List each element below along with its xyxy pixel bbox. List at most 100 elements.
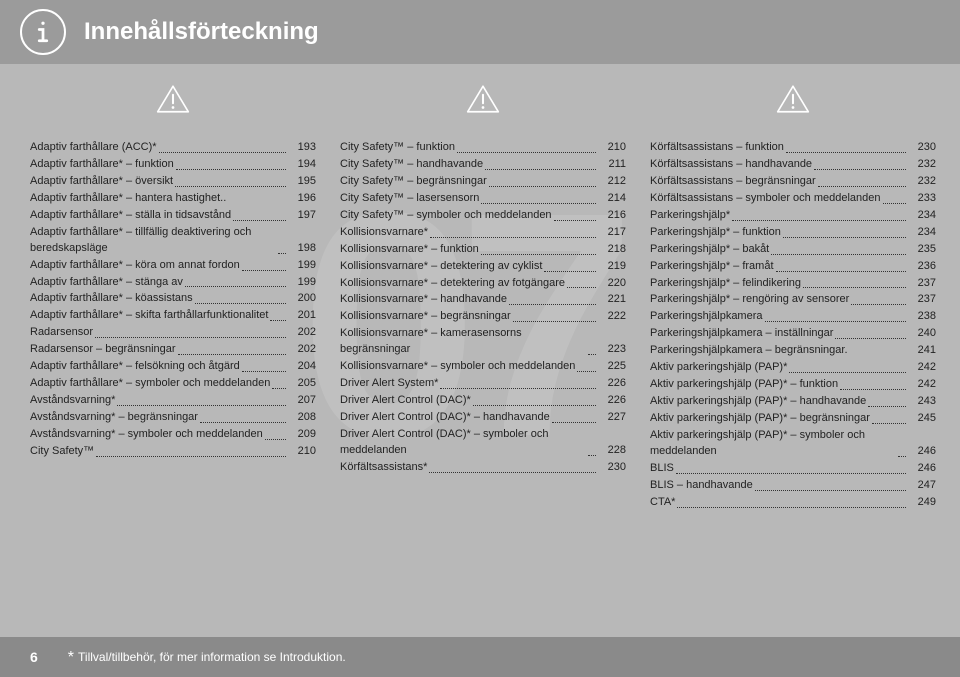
toc-entry[interactable]: Kollisionsvarnare* – detektering av fotg…: [340, 276, 626, 292]
toc-entry[interactable]: Kollisionsvarnare*217: [340, 225, 626, 241]
toc-entry[interactable]: Körfältsassistans – handhavande232: [650, 157, 936, 173]
toc-leader-dots: [840, 389, 906, 390]
toc-entry[interactable]: Adaptiv farthållare* – tillfällig deakti…: [30, 225, 316, 257]
toc-entry-page: 221: [598, 292, 626, 308]
toc-entry-page: 230: [908, 140, 936, 156]
toc-entry[interactable]: Parkeringshjälp* – felindikering237: [650, 276, 936, 292]
toc-entry-page: 202: [288, 342, 316, 358]
toc-entry[interactable]: Kollisionsvarnare* – symboler och meddel…: [340, 359, 626, 375]
toc-entry[interactable]: CTA*249: [650, 495, 936, 511]
toc-entry[interactable]: City Safety™ – lasersensorn214: [340, 191, 626, 207]
toc-entry[interactable]: Avståndsvarning* – symboler och meddelan…: [30, 427, 316, 443]
toc-entry[interactable]: Avståndsvarning* – begränsningar208: [30, 410, 316, 426]
toc-entry-label: Radarsensor – begränsningar: [30, 342, 176, 358]
toc-leader-dots: [481, 254, 596, 255]
toc-entry[interactable]: Adaptiv farthållare* – felsökning och åt…: [30, 359, 316, 375]
toc-leader-dots: [818, 186, 906, 187]
toc-entry[interactable]: Parkeringshjälp* – framåt236: [650, 259, 936, 275]
toc-leader-dots: [457, 152, 596, 153]
toc-entry[interactable]: City Safety™ – handhavande211: [340, 157, 626, 173]
toc-entry-page: 245: [908, 411, 936, 427]
toc-leader-dots: [776, 271, 906, 272]
toc-entry[interactable]: City Safety™ – funktion210: [340, 140, 626, 156]
toc-entry[interactable]: Aktiv parkeringshjälp (PAP)*242: [650, 360, 936, 376]
toc-entry[interactable]: Adaptiv farthållare (ACC)*193: [30, 140, 316, 156]
toc-entry-page: 238: [908, 309, 936, 325]
toc-entry-page: 235: [908, 242, 936, 258]
toc-entry[interactable]: Aktiv parkeringshjälp (PAP)* – symboler …: [650, 428, 936, 460]
toc-entry[interactable]: Adaptiv farthållare* – funktion194: [30, 157, 316, 173]
toc-entry[interactable]: Körfältsassistans – funktion230: [650, 140, 936, 156]
toc-entry-page: 199: [288, 275, 316, 291]
toc-entry-label: Aktiv parkeringshjälp (PAP)* – funktion: [650, 377, 838, 393]
toc-entry-label: Aktiv parkeringshjälp (PAP)* – begränsni…: [650, 411, 870, 427]
toc-leader-dots: [429, 472, 596, 473]
toc-entry-label: Driver Alert Control (DAC)* – symboler o…: [340, 427, 586, 459]
toc-column-3: Körfältsassistans – funktion230Körfältsa…: [650, 86, 936, 625]
toc-entry-label: BLIS – handhavande: [650, 478, 753, 494]
toc-entry[interactable]: Kollisionsvarnare* – handhavande221: [340, 292, 626, 308]
toc-entry-page: 212: [598, 174, 626, 190]
toc-entry[interactable]: Körfältsassistans – symboler och meddela…: [650, 191, 936, 207]
toc-entry-page: 241: [908, 343, 936, 359]
toc-entry-label: Radarsensor: [30, 325, 93, 341]
toc-entry[interactable]: Parkeringshjälp* – rengöring av sensorer…: [650, 292, 936, 308]
toc-entry[interactable]: Radarsensor – begränsningar 202: [30, 342, 316, 358]
toc-entry[interactable]: Adaptiv farthållare* – symboler och medd…: [30, 376, 316, 392]
toc-entry[interactable]: Driver Alert Control (DAC)* – symboler o…: [340, 427, 626, 459]
toc-entry-page: 198: [288, 241, 316, 257]
toc-leader-dots: [567, 287, 596, 288]
toc-leader-dots: [233, 220, 286, 221]
toc-leader-dots: [96, 456, 286, 457]
toc-entry-label: Avståndsvarning*: [30, 393, 115, 409]
toc-leader-dots: [552, 422, 596, 423]
toc-entry[interactable]: Kollisionsvarnare* – begränsningar222: [340, 309, 626, 325]
toc-entry-label: Adaptiv farthållare* – översikt: [30, 174, 173, 190]
page-header: Innehållsförteckning: [0, 0, 960, 64]
toc-entry[interactable]: Adaptiv farthållare* – köra om annat for…: [30, 258, 316, 274]
toc-entry[interactable]: Adaptiv farthållare* – köassistans200: [30, 291, 316, 307]
toc-entry-page: 246: [908, 461, 936, 477]
toc-entry[interactable]: Kollisionsvarnare* – kamerasensorns begr…: [340, 326, 626, 358]
toc-entry-label: Kollisionsvarnare*: [340, 225, 428, 241]
toc-entry[interactable]: Adaptiv farthållare* – skifta farthållar…: [30, 308, 316, 324]
toc-entry[interactable]: Aktiv parkeringshjälp (PAP)* – funktion2…: [650, 377, 936, 393]
toc-entry[interactable]: Parkeringshjälp* – bakåt235: [650, 242, 936, 258]
toc-entry-label: Driver Alert Control (DAC)* – handhavand…: [340, 410, 550, 426]
toc-entry[interactable]: City Safety™ – symboler och meddelanden2…: [340, 208, 626, 224]
toc-entry-label: Parkeringshjälp* – felindikering: [650, 276, 801, 292]
toc-entry[interactable]: Radarsensor202: [30, 325, 316, 341]
toc-entry[interactable]: Adaptiv farthållare* – ställa in tidsavs…: [30, 208, 316, 224]
toc-entry-page: 246: [908, 444, 936, 460]
toc-entry[interactable]: Aktiv parkeringshjälp (PAP)* – begränsni…: [650, 411, 936, 427]
toc-entry[interactable]: BLIS – handhavande247: [650, 478, 936, 494]
toc-entry-page: 218: [598, 242, 626, 258]
page-number: 6: [30, 649, 38, 665]
toc-leader-dots: [242, 371, 286, 372]
toc-entry[interactable]: Aktiv parkeringshjälp (PAP)* – handhavan…: [650, 394, 936, 410]
toc-entry[interactable]: Parkeringshjälp* – funktion234: [650, 225, 936, 241]
toc-entry[interactable]: Driver Alert Control (DAC)* – handhavand…: [340, 410, 626, 426]
toc-entry[interactable]: BLIS246: [650, 461, 936, 477]
toc-entry[interactable]: City Safety™210: [30, 444, 316, 460]
toc-leader-dots: [481, 203, 596, 204]
toc-entry[interactable]: Kollisionsvarnare* – funktion218: [340, 242, 626, 258]
toc-entry[interactable]: Körfältsassistans*230: [340, 460, 626, 476]
toc-entry[interactable]: Parkeringshjälpkamera – inställningar240: [650, 326, 936, 342]
toc-entry[interactable]: City Safety™ – begränsningar212: [340, 174, 626, 190]
toc-entry[interactable]: Adaptiv farthållare* – hantera hastighet…: [30, 191, 316, 207]
toc-entry[interactable]: Adaptiv farthållare* – stänga av199: [30, 275, 316, 291]
toc-entry-label: Driver Alert System*: [340, 376, 438, 392]
toc-entry[interactable]: Kollisionsvarnare* – detektering av cykl…: [340, 259, 626, 275]
toc-entry[interactable]: Adaptiv farthållare* – översikt195: [30, 174, 316, 190]
toc-entry-label: Adaptiv farthållare* – köassistans: [30, 291, 193, 307]
toc-entry-label: Adaptiv farthållare* – tillfällig deakti…: [30, 225, 276, 257]
toc-entry[interactable]: Parkeringshjälpkamera238: [650, 309, 936, 325]
toc-entry[interactable]: Parkeringshjälpkamera – begränsningar.24…: [650, 343, 936, 359]
toc-entry[interactable]: Avståndsvarning*207: [30, 393, 316, 409]
toc-entry[interactable]: Driver Alert System*226: [340, 376, 626, 392]
toc-entry[interactable]: Parkeringshjälp*234: [650, 208, 936, 224]
toc-leader-dots: [755, 490, 906, 491]
toc-entry[interactable]: Driver Alert Control (DAC)*226: [340, 393, 626, 409]
toc-entry[interactable]: Körfältsassistans – begränsningar232: [650, 174, 936, 190]
